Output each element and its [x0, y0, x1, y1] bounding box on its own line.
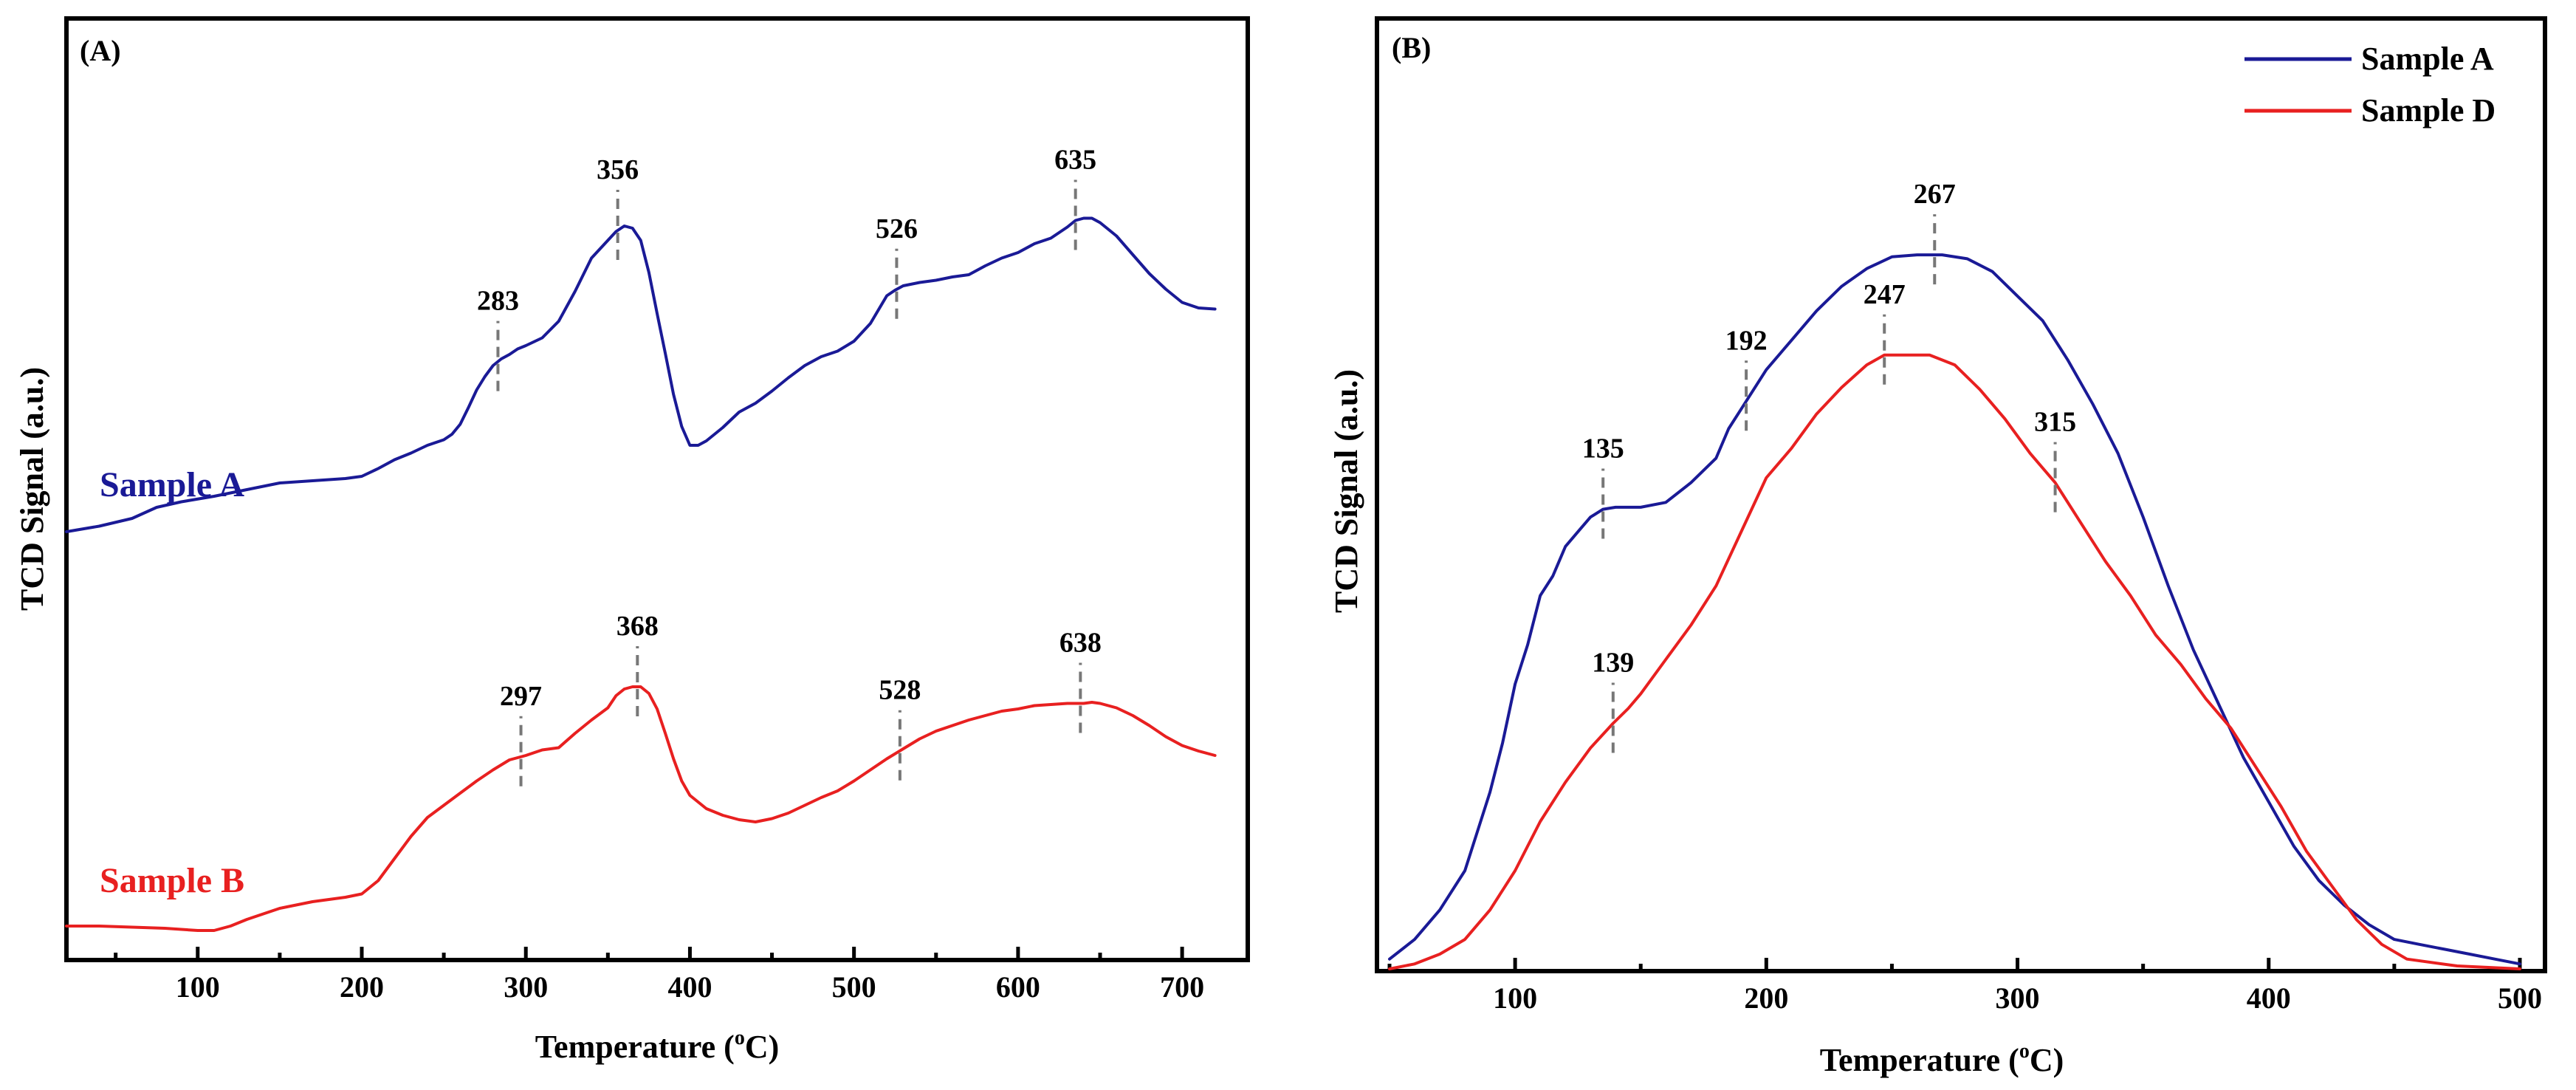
panel-b-annotations: 135 192 267 139 247 315	[1582, 179, 2076, 753]
series-line-sample-b	[65, 685, 1217, 932]
panel-b: (B) TCD Signal (a.u.) Temperature (oC) 1…	[1328, 16, 2547, 1078]
x-tick-label-100: 100	[1493, 981, 1537, 1015]
x-tick-label-200: 200	[340, 970, 384, 1004]
panel-a-curves	[65, 216, 1217, 932]
x-tick-label-100: 100	[176, 970, 220, 1004]
peak-label-638: 638	[1059, 628, 1102, 659]
series-label-sample-b: Sample B	[100, 861, 244, 900]
peak-label-315: 315	[2034, 407, 2076, 438]
peak-label-283: 283	[477, 286, 519, 317]
panel-a: (A) TCD Signal (a.u.) Temperature (oC) 1…	[14, 16, 1250, 1065]
x-tick-label-300: 300	[504, 970, 548, 1004]
panel-a-frame	[64, 16, 1250, 962]
peak-label-139: 139	[1592, 648, 1634, 679]
panel-a-annotations: 283 356 526 635 297 368 528 638	[477, 145, 1102, 786]
panel-b-x-ticks: 100 200 300 400 500	[1387, 958, 2542, 1015]
panel-a-label: (A)	[80, 34, 121, 67]
panel-b-frame	[1375, 16, 2547, 973]
panel-b-legend: Sample A Sample D	[2244, 41, 2496, 128]
peak-label-526: 526	[876, 213, 918, 244]
peak-label-528: 528	[879, 675, 921, 706]
legend-label-sample-a: Sample A	[2361, 41, 2494, 77]
x-tick-label-200: 200	[1744, 981, 1788, 1015]
panel-a-x-ticks: 100 200 300 400 500 600 700	[114, 947, 1204, 1004]
panel-b-curves	[1388, 253, 2521, 970]
x-tick-label-500: 500	[2498, 981, 2542, 1015]
legend-label-sample-d: Sample D	[2361, 92, 2496, 128]
series-line-sample-a	[1388, 253, 2521, 966]
x-tick-label-300: 300	[1996, 981, 2040, 1015]
peak-label-368: 368	[616, 611, 659, 642]
peak-label-192: 192	[1725, 325, 1768, 356]
panel-a-ylabel: TCD Signal (a.u.)	[14, 367, 50, 611]
x-tick-label-700: 700	[1160, 970, 1204, 1004]
panel-b-xlabel: Temperature (oC)	[1820, 1040, 2064, 1078]
panel-b-ylabel: TCD Signal (a.u.)	[1328, 369, 1364, 613]
x-tick-label-500: 500	[832, 970, 876, 1004]
panel-a-xlabel: Temperature (oC)	[535, 1026, 780, 1065]
series-line-sample-a	[65, 216, 1217, 533]
series-line-sample-d	[1388, 353, 2521, 970]
peak-label-297: 297	[500, 681, 542, 712]
panel-b-label: (B)	[1392, 31, 1431, 64]
x-tick-label-400: 400	[2247, 981, 2291, 1015]
x-tick-label-600: 600	[996, 970, 1040, 1004]
series-label-sample-a: Sample A	[100, 465, 244, 504]
peak-label-247: 247	[1864, 279, 1906, 310]
peak-label-135: 135	[1582, 433, 1624, 465]
peak-label-356: 356	[597, 154, 639, 185]
peak-label-267: 267	[1914, 179, 1956, 210]
x-tick-label-400: 400	[667, 970, 712, 1004]
peak-label-635: 635	[1054, 145, 1096, 176]
